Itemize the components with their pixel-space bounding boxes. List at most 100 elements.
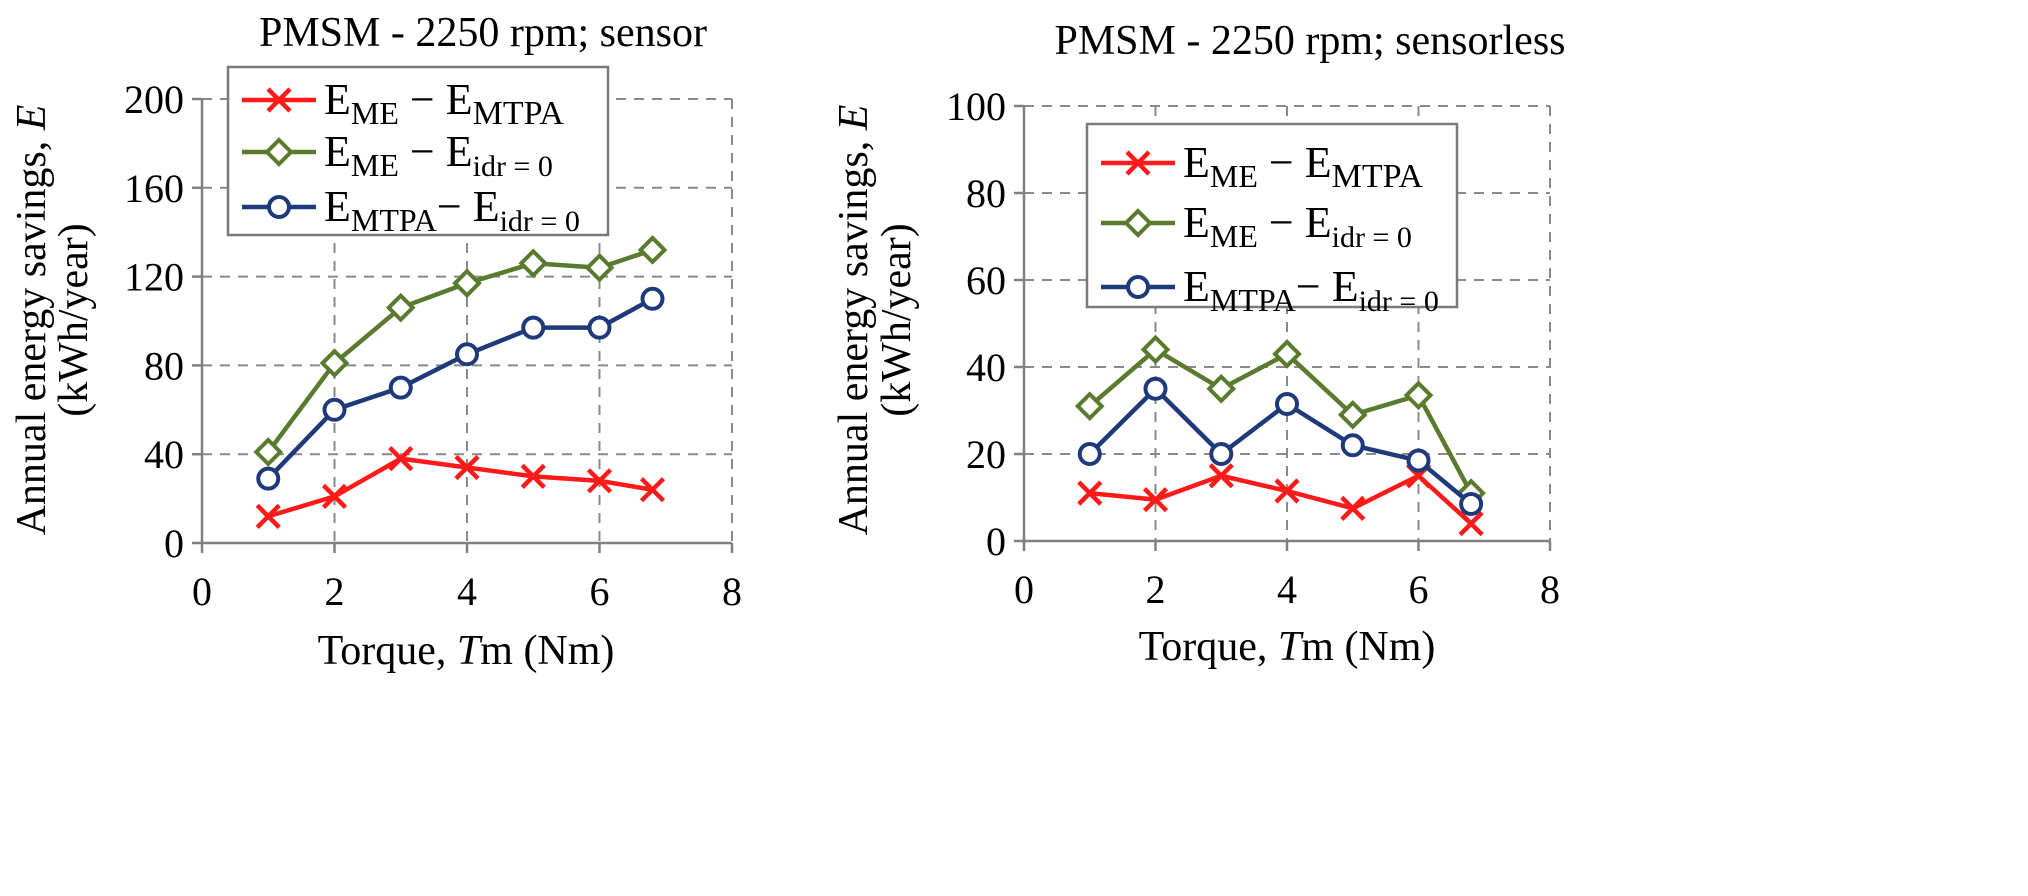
legend-subscript: ME [1210,218,1258,254]
legend-symbol: E [1183,262,1210,311]
y-tick-label: 80 [966,171,1006,216]
x-tick-label: 2 [1146,567,1166,612]
y-tick-label: 160 [124,166,184,211]
x-tick-label: 0 [192,569,212,614]
legend-minus: − [1258,198,1305,247]
y-tick-label: 40 [966,345,1006,390]
legend-swatch-marker [264,137,294,167]
series-2 [253,235,668,467]
legend-subscript: ME [351,147,399,183]
y-axis-unit: (kWh/year) [874,223,920,417]
data-point [1337,400,1368,430]
legend-symbol: E [1332,262,1359,311]
chart-panel-1: 0 40 80 120 160 200 0 2 4 6 8 PMSM - 2250 rpm; sens… [9,10,742,674]
legend-subscript: MTPA [1332,158,1424,195]
data-point [640,286,665,311]
x-tick-label: 4 [1277,567,1297,612]
series-1 [1077,463,1484,537]
data-point [1274,478,1300,504]
legend-minus: − [1258,138,1305,187]
x-axis-label: Torque, Tm (Nm) [318,628,615,674]
x-axis-label-text: Torque, [318,628,457,674]
legend-minus: − [1296,262,1332,311]
legend-symbol: E [324,75,351,124]
data-point [520,463,546,489]
legend-subscript: ME [1210,158,1258,194]
legend-subscript: idr = 0 [1332,221,1412,254]
data-point [1143,376,1168,401]
legend-subscript: MTPA [1210,282,1296,318]
chart-title: PMSM - 2250 rpm; sensorless [1054,18,1565,64]
data-point [1142,487,1169,513]
data-point [455,342,479,367]
legend-swatch-marker [266,87,292,113]
data-point [1340,433,1365,458]
data-point [388,446,414,472]
legend-swatch-marker [1125,150,1151,176]
x-axis-label: Torque, Tm (Nm) [1139,624,1436,670]
data-point [1077,442,1102,466]
legend-swatch-marker [1126,275,1150,299]
y-axis-label: Annual energy savings, E [831,105,877,536]
data-point [322,397,347,422]
legend-symbol: E [446,127,473,176]
data-point [1275,391,1299,416]
data-point [452,268,482,299]
y-tick-label: 20 [966,432,1006,477]
x-axis-label-text: Torque, [1139,624,1278,670]
y-axis-label-symbol: E [9,105,55,132]
legend-symbol: E [1183,138,1210,187]
data-point [388,375,413,400]
x-axis-label-unit: m (Nm) [480,628,614,674]
x-axis-label-symbol: T [457,628,483,674]
data-point [1458,511,1484,537]
data-point [1077,480,1103,506]
x-tick-label: 0 [1014,567,1034,612]
y-axis-label-text: Annual energy savings, [9,130,55,535]
data-point [637,235,668,265]
data-point [1208,463,1234,489]
legend-minus: − [437,182,473,231]
y-tick-label: 0 [986,519,1006,564]
legend-entry-1: EME − EMTPA [1183,138,1423,195]
data-point [584,252,615,283]
y-axis-label: Annual energy savings, E [9,105,55,536]
data-point [385,292,416,323]
legend-subscript: MTPA [351,202,437,238]
data-point [586,468,613,494]
y-tick-label: 200 [124,77,184,122]
legend-minus: − [399,127,446,176]
data-point [1272,339,1302,369]
y-tick-label: 80 [144,343,184,388]
legend-symbol: E [1305,198,1332,247]
data-point [454,454,480,481]
x-axis-label-symbol: T [1278,624,1304,670]
data-point [1209,442,1234,466]
data-point [1074,391,1105,421]
legend-subscript: idr = 0 [473,150,553,183]
legend-symbol: E [324,127,351,176]
y-axis-label-symbol: E [831,105,877,132]
legend-symbol: E [446,75,473,124]
x-tick-label: 8 [1540,567,1560,612]
legend-symbol: E [473,182,500,231]
data-point [1140,334,1171,365]
legend-entry-2: EME − Eidr = 0 [324,127,553,183]
legend-entry-2: EME − Eidr = 0 [1183,198,1412,254]
data-point [587,315,612,340]
y-tick-label: 120 [124,255,184,300]
data-point [1340,495,1366,521]
x-tick-label: 4 [457,569,477,614]
y-axis-unit: (kWh/year) [51,223,97,417]
legend-subscript: idr = 0 [1359,285,1439,318]
chart-panel-2: 0 20 40 60 80 100 0 2 4 6 8 PMSM - 2250 rpm; sensor… [831,18,1566,670]
legend-symbol: E [1183,198,1210,247]
data-point [1206,373,1237,404]
legend-swatch-marker [267,195,291,219]
series-2 [1074,334,1486,508]
legend-minus: − [399,75,446,124]
data-point [319,348,350,379]
